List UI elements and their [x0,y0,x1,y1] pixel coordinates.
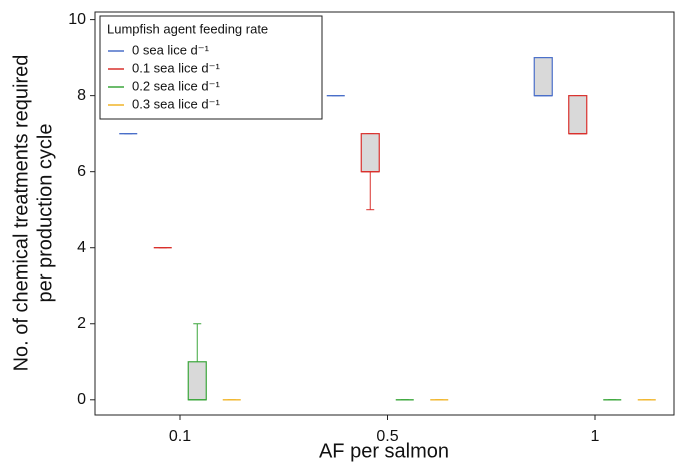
x-tick-label: 0.5 [376,428,398,445]
y-axis-title: per production cycle [34,124,56,303]
legend-frame [99,15,323,120]
box-group [568,95,588,135]
box [360,133,380,173]
box-group [360,133,380,211]
y-tick-label: 2 [77,315,86,332]
y-tick-label: 10 [68,11,86,28]
box-group [533,57,553,97]
x-axis-title: AF per salmon [319,440,449,462]
box-group [187,323,207,401]
plot-frame [94,11,675,416]
legend: Lumpfish agent feeding rate 0 sea lice d⁻… [99,15,323,120]
y-tick-label: 4 [77,239,86,256]
box [187,361,207,401]
x-tick-label: 0.1 [169,428,191,445]
x-tick-label: 1 [591,428,600,445]
y-axis-title: No. of chemical treatments required [10,55,32,372]
legend-label: 0.1 sea lice d⁻¹ [132,60,220,75]
box [533,57,553,97]
y-tick-label: 8 [77,87,86,104]
legend-title: Lumpfish agent feeding rate [107,21,268,36]
box [568,95,588,135]
legend-label: 0.2 sea lice d⁻¹ [132,78,220,93]
legend-label: 0 sea lice d⁻¹ [132,42,210,57]
legend-label: 0.3 sea lice d⁻¹ [132,96,220,111]
y-tick-label: 6 [77,163,86,180]
y-tick-label: 0 [77,391,86,408]
